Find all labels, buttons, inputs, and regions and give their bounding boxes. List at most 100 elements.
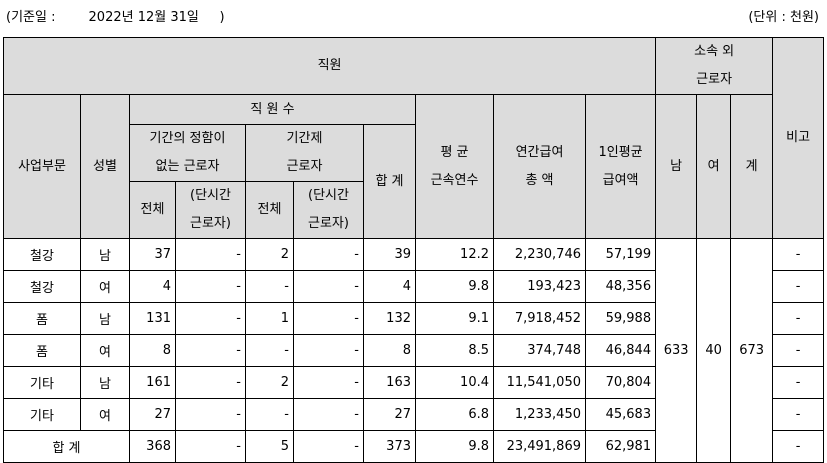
pay-total-cell: 1,233,450 — [493, 398, 586, 431]
total-cell: 4 — [363, 270, 416, 303]
pay-total-cell: 193,423 — [493, 270, 586, 303]
regular-header: 기간의 정함이 없는 근로자 — [129, 124, 246, 182]
division-cell: 기타 — [3, 366, 81, 399]
remarks-cell: - — [772, 302, 825, 335]
tenure-cell: 12.2 — [415, 238, 494, 271]
total-cell: 39 — [363, 238, 416, 271]
regular-total-cell: 27 — [129, 398, 176, 431]
total-label: 합 계 — [3, 430, 130, 463]
contract-total-cell: - — [245, 270, 294, 303]
outsourced-header: 소속 외 근로자 — [655, 37, 774, 95]
avg-tenure-header: 평 균 근속연수 — [415, 94, 494, 239]
total-header: 합 계 — [363, 124, 416, 239]
unit-label: (단위 : 천원) — [748, 10, 819, 25]
contract-total-cell: 2 — [245, 238, 294, 271]
regular-total-cell: 8 — [129, 334, 176, 367]
outsourced-female-value: 40 — [696, 238, 732, 463]
total-cell: 132 — [363, 302, 416, 335]
table-row: 폼 여 8 - - - 8 8.5 374,748 46,844 - — [3, 334, 825, 367]
division-cell: 철강 — [3, 270, 81, 303]
gender-cell: 남 — [80, 302, 130, 335]
contract-total-cell: - — [245, 398, 294, 431]
contract-header: 기간제 근로자 — [245, 124, 364, 182]
regular-part-cell: - — [175, 366, 246, 399]
contract-all-header: 전체 — [245, 181, 294, 239]
gender-cell: 남 — [80, 238, 130, 271]
tenure-cell: 8.5 — [415, 334, 494, 367]
contract-total-cell: 2 — [245, 366, 294, 399]
pay-total-cell: 2,230,746 — [493, 238, 586, 271]
pay-total-cell: 7,918,452 — [493, 302, 586, 335]
remarks-cell: - — [772, 334, 825, 367]
division-cell: 폼 — [3, 334, 81, 367]
total-cell: 373 — [363, 430, 416, 463]
contract-part-cell: - — [293, 238, 364, 271]
total-cell: 163 — [363, 366, 416, 399]
gender-cell: 여 — [80, 398, 130, 431]
gender-cell: 여 — [80, 270, 130, 303]
division-header: 사업부문 — [3, 94, 81, 239]
outsourced-male-value: 633 — [655, 238, 698, 463]
regular-part-time-header: (단시간 근로자) — [175, 181, 246, 239]
table-row: 철강 여 4 - - - 4 9.8 193,423 48,356 - — [3, 270, 825, 303]
pay-avg-cell: 59,988 — [584, 302, 657, 335]
regular-all-header: 전체 — [129, 181, 176, 239]
remarks-cell: - — [772, 238, 825, 271]
total-cell: 27 — [363, 398, 416, 431]
regular-part-cell: - — [175, 270, 246, 303]
tenure-cell: 9.8 — [415, 270, 494, 303]
regular-total-cell: 4 — [129, 270, 176, 303]
division-cell: 폼 — [3, 302, 81, 335]
regular-part-cell: - — [175, 430, 246, 463]
gender-cell: 남 — [80, 366, 130, 399]
outsourced-sum-header: 계 — [730, 94, 774, 239]
contract-part-cell: - — [293, 398, 364, 431]
tenure-cell: 6.8 — [415, 398, 494, 431]
staff-header: 직원 — [2, 37, 657, 95]
contract-part-cell: - — [293, 334, 364, 367]
outsourced-female-header: 여 — [696, 94, 732, 239]
regular-total-cell: 37 — [129, 238, 176, 271]
remarks-cell: - — [772, 430, 825, 463]
regular-total-cell: 161 — [129, 366, 176, 399]
pay-avg-cell: 48,356 — [584, 270, 657, 303]
remarks-header: 비고 — [772, 37, 825, 239]
reference-date: (기준일 : 2022년 12월 31일 ) — [6, 10, 225, 25]
remarks-cell: - — [772, 366, 825, 399]
contract-part-cell: - — [293, 430, 364, 463]
gender-cell: 여 — [80, 334, 130, 367]
pay-avg-cell: 45,683 — [584, 398, 657, 431]
pay-total-cell: 11,541,050 — [493, 366, 586, 399]
contract-total-cell: - — [245, 334, 294, 367]
avg-pay-header: 1인평균 급여액 — [584, 94, 657, 239]
contract-part-time-header: (단시간 근로자) — [293, 181, 364, 239]
contract-part-cell: - — [293, 302, 364, 335]
tenure-cell: 10.4 — [415, 366, 494, 399]
pay-avg-cell: 46,844 — [584, 334, 657, 367]
regular-part-cell: - — [175, 398, 246, 431]
employee-status-table: 직원 소속 외 근로자 비고 사업부문 성별 직 원 수 평 균 근속연수 연간급여… — [2, 37, 825, 463]
tenure-cell: 9.8 — [415, 430, 494, 463]
division-cell: 기타 — [3, 398, 81, 431]
regular-total-cell: 368 — [129, 430, 176, 463]
pay-total-cell: 23,491,869 — [493, 430, 586, 463]
contract-total-cell: 1 — [245, 302, 294, 335]
contract-part-cell: - — [293, 270, 364, 303]
remarks-cell: - — [772, 398, 825, 431]
division-cell: 철강 — [3, 238, 81, 271]
gender-header: 성별 — [80, 94, 130, 239]
regular-part-cell: - — [175, 334, 246, 367]
pay-total-cell: 374,748 — [493, 334, 586, 367]
regular-part-cell: - — [175, 302, 246, 335]
pay-avg-cell: 57,199 — [584, 238, 657, 271]
regular-part-cell: - — [175, 238, 246, 271]
annual-pay-header: 연간급여 총 액 — [493, 94, 586, 239]
staff-count-header: 직 원 수 — [129, 94, 416, 125]
table-row: 철강 남 37 - 2 - 39 12.2 2,230,746 57,199 6… — [3, 238, 825, 463]
remarks-cell: - — [772, 270, 825, 303]
tenure-cell: 9.1 — [415, 302, 494, 335]
outsourced-total-value: 673 — [730, 238, 774, 463]
total-cell: 8 — [363, 334, 416, 367]
contract-total-cell: 5 — [245, 430, 294, 463]
outsourced-male-header: 남 — [655, 94, 698, 239]
